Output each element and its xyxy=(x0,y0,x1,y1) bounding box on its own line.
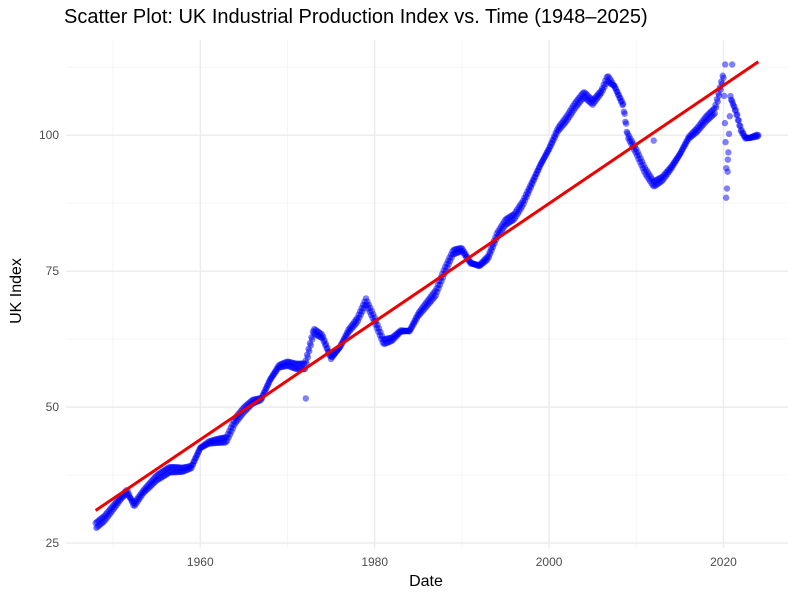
data-point xyxy=(303,359,310,367)
data-point xyxy=(711,110,718,117)
trend-layer xyxy=(94,60,760,512)
data-point xyxy=(621,110,628,117)
data-point xyxy=(713,104,720,111)
data-point xyxy=(722,138,729,146)
data-point xyxy=(722,194,730,201)
data-point xyxy=(650,137,657,144)
data-point xyxy=(720,92,728,100)
data-point xyxy=(728,61,736,68)
data-point xyxy=(726,113,733,120)
y-tick-label: 50 xyxy=(46,400,60,414)
x-tick-label: 1980 xyxy=(361,555,388,569)
data-point xyxy=(308,336,316,343)
data-point xyxy=(734,111,741,118)
chart-title: Scatter Plot: UK Industrial Production I… xyxy=(64,6,648,28)
x-axis-title: Date xyxy=(409,573,443,590)
x-tick-label: 1960 xyxy=(187,555,214,569)
data-point xyxy=(307,342,314,349)
data-point xyxy=(619,100,627,108)
data-point xyxy=(724,168,731,175)
y-tick-label: 25 xyxy=(46,536,60,550)
y-tick-label: 100 xyxy=(39,128,59,142)
x-tick-label: 2000 xyxy=(536,555,563,569)
y-axis-title: UK Index xyxy=(8,258,25,324)
data-point xyxy=(722,61,729,68)
y-tick-label: 75 xyxy=(46,264,60,278)
data-point xyxy=(720,74,727,82)
x-tick-label: 2020 xyxy=(710,555,737,569)
data-point xyxy=(302,395,309,402)
data-point xyxy=(304,354,312,361)
data-point xyxy=(721,119,729,127)
data-point xyxy=(755,131,762,139)
data-point xyxy=(714,98,721,105)
data-point xyxy=(725,130,733,138)
data-point xyxy=(306,348,313,355)
data-point xyxy=(723,185,731,192)
data-point xyxy=(724,156,732,163)
points-layer xyxy=(92,61,762,532)
data-point xyxy=(735,117,742,124)
data-point xyxy=(622,120,630,127)
ticks-layer: 1960 1980 2000 2020 25 50 75 100 xyxy=(39,128,737,569)
trend-line xyxy=(94,60,760,512)
data-point xyxy=(715,92,723,99)
data-point xyxy=(725,149,732,156)
